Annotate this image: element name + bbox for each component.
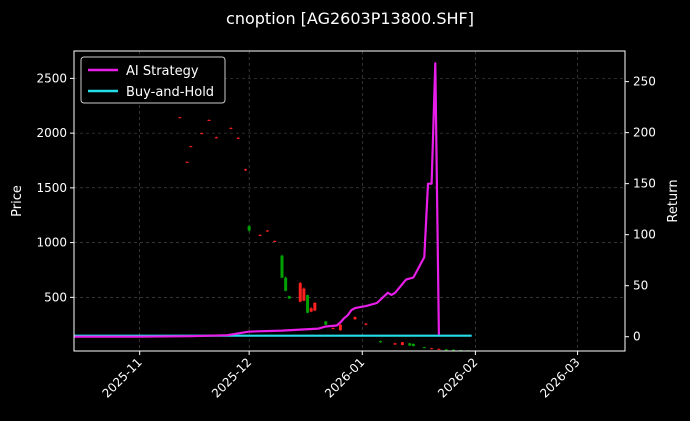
chart-title: cnoption [AG2603P13800.SHF] xyxy=(226,9,474,28)
candle-body xyxy=(302,288,306,301)
candle-body xyxy=(298,283,302,302)
candle-body xyxy=(284,277,288,291)
candle-body xyxy=(408,343,412,346)
candle-body xyxy=(400,342,404,345)
y2-axis-label: Return xyxy=(666,179,681,222)
candle-body xyxy=(280,255,284,278)
y2-tick-label: 50 xyxy=(633,279,648,293)
candle-body xyxy=(338,324,342,331)
strategy-line xyxy=(74,62,440,338)
y2-tick-label: 200 xyxy=(633,126,656,140)
candle-body xyxy=(313,302,317,311)
candle-body xyxy=(200,133,204,135)
candlesticks xyxy=(178,116,470,352)
y-tick-label: 2000 xyxy=(36,126,67,140)
candle-body xyxy=(331,328,335,330)
y-tick-label: 500 xyxy=(44,290,67,304)
y-tick-label: 2500 xyxy=(36,71,67,85)
candle-body xyxy=(247,226,251,231)
candle-body xyxy=(324,321,328,325)
y2-tick-label: 250 xyxy=(633,75,656,89)
candle-body xyxy=(207,119,211,121)
candle-body xyxy=(379,341,383,343)
candle-body xyxy=(229,127,233,129)
candle-body xyxy=(189,146,193,148)
candle-body xyxy=(287,296,291,299)
y2-tick-label: 100 xyxy=(633,228,656,242)
candle-body xyxy=(393,343,397,345)
y-tick-label: 1500 xyxy=(36,181,67,195)
series-lines xyxy=(74,62,472,338)
legend-label-buyhold: Buy-and-Hold xyxy=(126,85,214,100)
candle-body xyxy=(185,161,189,163)
y-axis-label: Price xyxy=(10,185,25,217)
candle-body xyxy=(451,349,455,351)
right-axis: 0 50 100 150 200 250 xyxy=(625,75,656,344)
candle-body xyxy=(306,295,310,313)
candle-body xyxy=(430,348,434,350)
candle-body xyxy=(437,348,441,350)
legend-label-strategy: AI Strategy xyxy=(126,64,199,79)
candle-body xyxy=(178,117,182,119)
legend: AI Strategy Buy-and-Hold xyxy=(80,56,226,104)
candle-body xyxy=(265,230,269,232)
candle-body xyxy=(411,343,415,347)
candle-body xyxy=(422,347,426,349)
y2-tick-label: 0 xyxy=(633,330,641,344)
candle-body xyxy=(353,317,357,320)
left-axis: 500 1000 1500 2000 2500 xyxy=(36,71,74,304)
candle-body xyxy=(214,137,218,139)
candle-body xyxy=(244,169,248,171)
plot-frame xyxy=(73,50,626,352)
y2-tick-label: 150 xyxy=(633,177,656,191)
candle-body xyxy=(236,137,240,139)
candle-body xyxy=(258,234,262,236)
candle-body xyxy=(444,349,448,351)
candle-body xyxy=(309,308,313,312)
candle-body xyxy=(273,240,277,242)
y-tick-label: 1000 xyxy=(36,236,67,250)
candle-body xyxy=(364,323,368,325)
